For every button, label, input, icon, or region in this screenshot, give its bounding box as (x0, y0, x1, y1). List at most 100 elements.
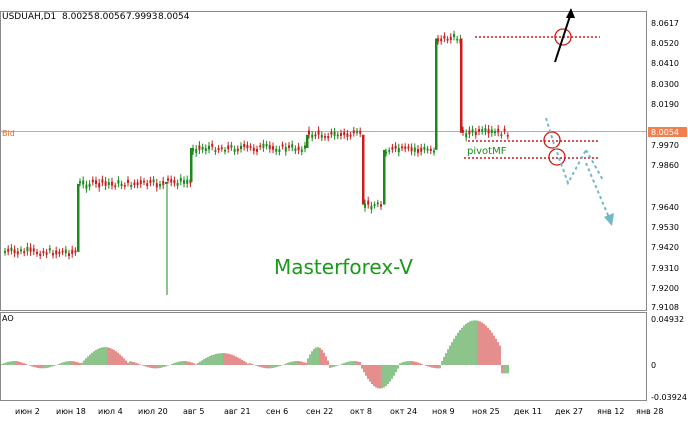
candle-body (26, 246, 29, 252)
candle-body (259, 145, 262, 148)
candle-body (297, 146, 300, 151)
time-tick: янв 12 (597, 407, 624, 416)
candle-body (306, 134, 309, 148)
price-tick: 7.9640 (651, 203, 679, 212)
candle-body (265, 143, 268, 147)
candle-body (370, 205, 373, 210)
candle-body (114, 185, 117, 188)
candle-body (246, 144, 249, 148)
candle-body (117, 179, 120, 184)
candle-body (240, 145, 242, 150)
ao-label: AO (2, 314, 14, 323)
candle-body (333, 131, 336, 136)
high-value: 8.0056 (94, 12, 126, 22)
candle-body (162, 180, 165, 186)
up-arrow-head (566, 8, 575, 18)
candle-body (401, 146, 403, 149)
price-tick: 8.0617 (651, 19, 679, 28)
candle-body (82, 180, 85, 185)
price-tick: 7.9530 (651, 223, 679, 232)
candle-body (230, 145, 233, 148)
candle-body (440, 38, 443, 42)
candle-body (413, 147, 416, 152)
candle-body (173, 180, 176, 184)
candle-body (391, 147, 394, 150)
candle-body (152, 179, 155, 183)
time-tick: июн 18 (56, 407, 86, 416)
candle-body (367, 200, 370, 205)
candle-body (36, 251, 38, 254)
candle-body (359, 130, 362, 134)
candle-body (68, 253, 70, 256)
candle-body (10, 247, 13, 251)
candle-body (420, 147, 423, 152)
candle-body (220, 147, 223, 149)
candle-body (233, 149, 236, 152)
candle-body (443, 35, 446, 39)
candle-body (183, 180, 185, 184)
candle-body (487, 129, 490, 134)
candle-body (410, 147, 413, 152)
candle-body (55, 250, 58, 255)
candle-body (494, 131, 496, 134)
candle-body (95, 180, 97, 184)
candle-body (52, 253, 54, 256)
candle-body (48, 248, 51, 251)
candle-body (13, 249, 16, 254)
candle-body (397, 147, 400, 153)
pivot-label: pivotMF (467, 146, 507, 157)
candle-body (167, 178, 169, 181)
candle-body (211, 143, 214, 147)
candle-body (176, 183, 179, 186)
candle-body (170, 179, 173, 183)
candle-body (327, 135, 330, 139)
forecast-path-continued (585, 149, 604, 181)
candle-body (143, 180, 145, 183)
candle-body (149, 180, 152, 183)
candle-body (437, 38, 439, 42)
candle-body (111, 181, 113, 186)
candle-body (426, 148, 429, 151)
symbol-name: USDUAH,D1 (2, 12, 56, 22)
time-tick: авг 5 (183, 407, 204, 416)
candle-body (343, 132, 346, 136)
candle-body (79, 181, 81, 184)
candle-body (217, 147, 220, 151)
time-axis: июн 2 июн 18 июл 4 июл 20 авг 5 авг 21 с… (15, 407, 663, 416)
candle-body (503, 128, 506, 132)
candle-body (127, 179, 129, 183)
candle-body (214, 149, 217, 152)
candle-body (462, 129, 464, 133)
candle-body (314, 134, 317, 137)
candle-body (201, 146, 204, 150)
candle-body (252, 147, 255, 152)
candle-body (16, 251, 19, 255)
candle-body (107, 181, 110, 186)
time-tick: июн 2 (15, 407, 40, 416)
candle-body (71, 249, 74, 254)
candle-body (159, 184, 161, 187)
candle-body (404, 146, 407, 149)
candle-body (453, 34, 455, 37)
candle-body (423, 146, 426, 150)
candle-body (64, 249, 67, 254)
candle-body (179, 177, 182, 182)
candle-body (388, 150, 391, 152)
time-tick: дек 11 (514, 407, 542, 416)
candle-body (7, 248, 10, 252)
candle-body (133, 182, 136, 185)
candle-body (407, 146, 410, 149)
time-tick: сен 6 (266, 407, 288, 416)
candle-body (506, 135, 509, 137)
time-tick: дек 27 (555, 407, 583, 416)
time-tick: сен 22 (306, 407, 333, 416)
up-arrow-line (554, 12, 572, 63)
candle-body (88, 183, 91, 187)
candle-body (330, 131, 333, 135)
candle-body (204, 147, 207, 151)
ao-tick-top: 0.04932 (651, 315, 684, 324)
candle-body (394, 145, 397, 149)
candle-body (98, 183, 101, 188)
